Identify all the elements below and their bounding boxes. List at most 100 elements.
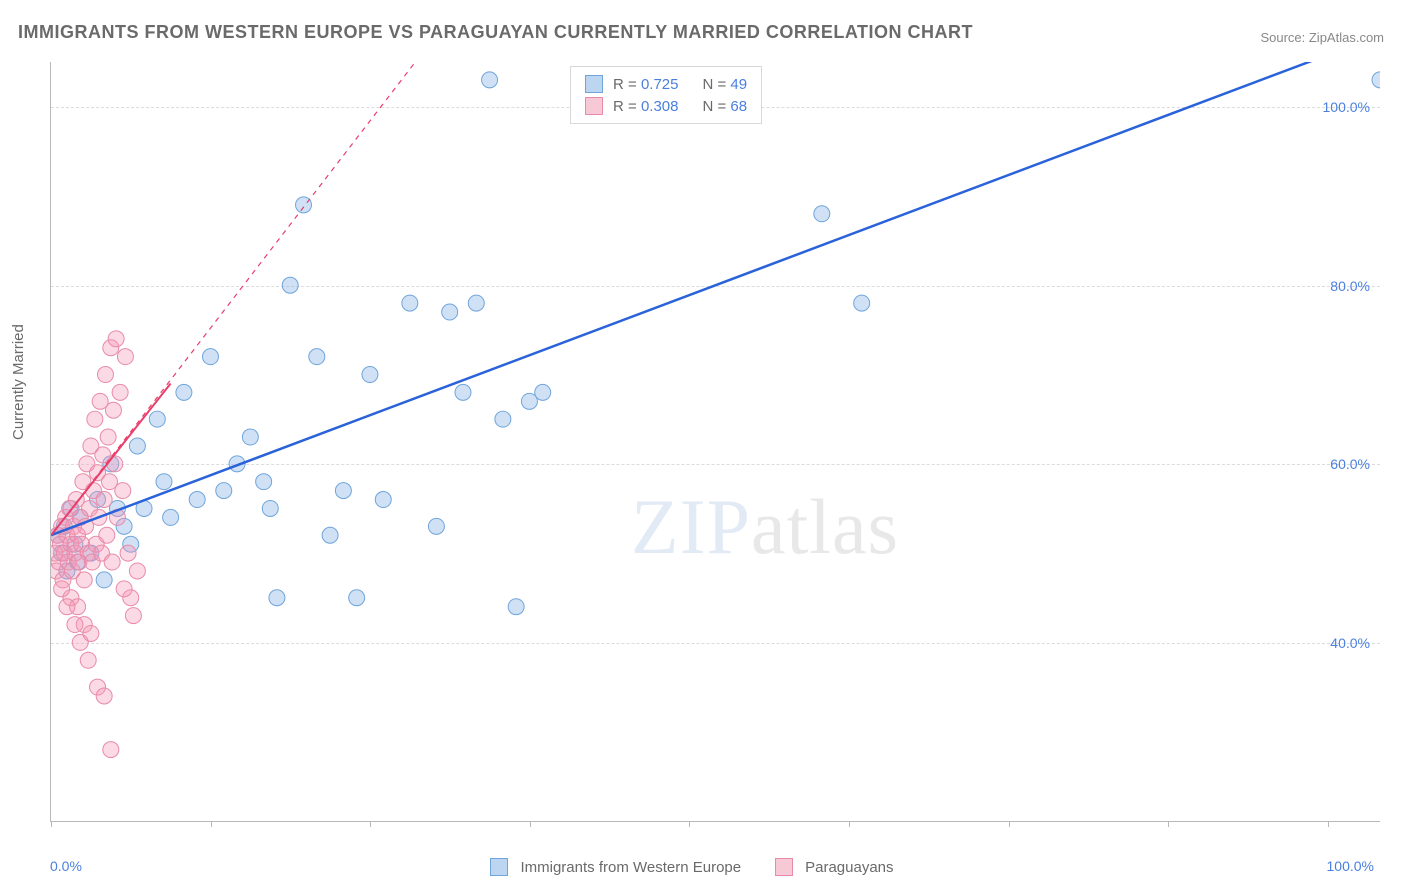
data-point bbox=[83, 625, 99, 641]
data-point bbox=[84, 554, 100, 570]
data-point bbox=[163, 509, 179, 525]
data-point bbox=[71, 554, 87, 570]
data-point bbox=[70, 527, 86, 543]
data-point bbox=[51, 527, 66, 543]
x-tick-mark bbox=[1009, 821, 1010, 827]
data-point bbox=[67, 536, 83, 552]
data-point bbox=[309, 349, 325, 365]
data-point bbox=[54, 545, 70, 561]
grid-line bbox=[51, 464, 1380, 465]
regression-line bbox=[51, 383, 171, 535]
data-point bbox=[242, 429, 258, 445]
data-point bbox=[100, 429, 116, 445]
data-point bbox=[322, 527, 338, 543]
data-point bbox=[72, 509, 88, 525]
data-point bbox=[94, 545, 110, 561]
data-point bbox=[123, 536, 139, 552]
data-point bbox=[216, 483, 232, 499]
data-point bbox=[64, 563, 80, 579]
data-point bbox=[58, 509, 74, 525]
data-point bbox=[70, 599, 86, 615]
legend-swatch bbox=[490, 858, 508, 876]
data-point bbox=[112, 384, 128, 400]
data-point bbox=[62, 500, 78, 516]
data-point bbox=[63, 500, 79, 516]
data-point bbox=[76, 617, 92, 633]
data-point bbox=[455, 384, 471, 400]
data-point bbox=[156, 474, 172, 490]
data-point bbox=[814, 206, 830, 222]
data-point bbox=[75, 474, 91, 490]
data-point bbox=[60, 554, 76, 570]
data-point bbox=[66, 518, 82, 534]
data-point bbox=[95, 447, 111, 463]
data-point bbox=[116, 581, 132, 597]
data-point bbox=[176, 384, 192, 400]
data-point bbox=[82, 500, 98, 516]
data-point bbox=[88, 536, 104, 552]
x-tick-mark bbox=[211, 821, 212, 827]
data-point bbox=[90, 679, 106, 695]
data-point bbox=[521, 393, 537, 409]
data-point bbox=[189, 492, 205, 508]
data-point bbox=[482, 72, 498, 88]
data-point bbox=[125, 608, 141, 624]
watermark-main: ZIP bbox=[631, 483, 751, 570]
legend-series: Immigrants from Western Europe Paraguayan… bbox=[0, 858, 1406, 876]
data-point bbox=[96, 572, 112, 588]
data-point bbox=[87, 411, 103, 427]
data-point bbox=[97, 367, 113, 383]
data-point bbox=[90, 492, 106, 508]
data-point bbox=[375, 492, 391, 508]
data-point bbox=[52, 536, 68, 552]
data-point bbox=[51, 554, 67, 570]
watermark: ZIPatlas bbox=[631, 482, 899, 572]
x-tick-mark bbox=[1168, 821, 1169, 827]
data-point bbox=[83, 545, 99, 561]
data-point bbox=[83, 438, 99, 454]
data-point bbox=[104, 554, 120, 570]
grid-line bbox=[51, 286, 1380, 287]
legend-n-label: N = 49 bbox=[702, 76, 747, 93]
data-point bbox=[63, 536, 79, 552]
data-point bbox=[116, 518, 132, 534]
data-point bbox=[99, 527, 115, 543]
y-axis-label: Currently Married bbox=[10, 324, 27, 440]
data-point bbox=[109, 500, 125, 516]
data-point bbox=[92, 393, 108, 409]
y-tick-label: 100.0% bbox=[1323, 99, 1370, 115]
plot-area: 40.0%60.0%80.0%100.0% ZIPatlas bbox=[50, 62, 1380, 822]
data-point bbox=[256, 474, 272, 490]
data-point bbox=[123, 590, 139, 606]
data-point bbox=[535, 384, 551, 400]
data-point bbox=[117, 349, 133, 365]
legend-correlation: R = 0.725N = 49R = 0.308N = 68 bbox=[570, 66, 762, 124]
data-point bbox=[101, 474, 117, 490]
legend-row: R = 0.725 N = 49 bbox=[585, 73, 747, 95]
data-point bbox=[72, 509, 88, 525]
data-point bbox=[59, 563, 75, 579]
x-tick-mark bbox=[370, 821, 371, 827]
data-point bbox=[96, 492, 112, 508]
data-point bbox=[56, 518, 72, 534]
data-point bbox=[402, 295, 418, 311]
data-point bbox=[109, 509, 125, 525]
data-point bbox=[78, 518, 94, 534]
chart-svg bbox=[51, 62, 1380, 821]
data-point bbox=[202, 349, 218, 365]
data-point bbox=[90, 465, 106, 481]
data-point bbox=[269, 590, 285, 606]
legend-r-label: R = 0.725 bbox=[613, 76, 678, 93]
legend-series-label: Paraguayans bbox=[805, 859, 893, 876]
data-point bbox=[262, 500, 278, 516]
legend-n-label: N = 68 bbox=[702, 98, 747, 115]
data-point bbox=[508, 599, 524, 615]
data-point bbox=[68, 492, 84, 508]
x-tick-mark bbox=[689, 821, 690, 827]
data-point bbox=[54, 581, 70, 597]
data-point bbox=[55, 572, 71, 588]
data-point bbox=[67, 617, 83, 633]
data-point bbox=[1372, 72, 1380, 88]
legend-series-label: Immigrants from Western Europe bbox=[520, 859, 741, 876]
data-point bbox=[67, 545, 83, 561]
